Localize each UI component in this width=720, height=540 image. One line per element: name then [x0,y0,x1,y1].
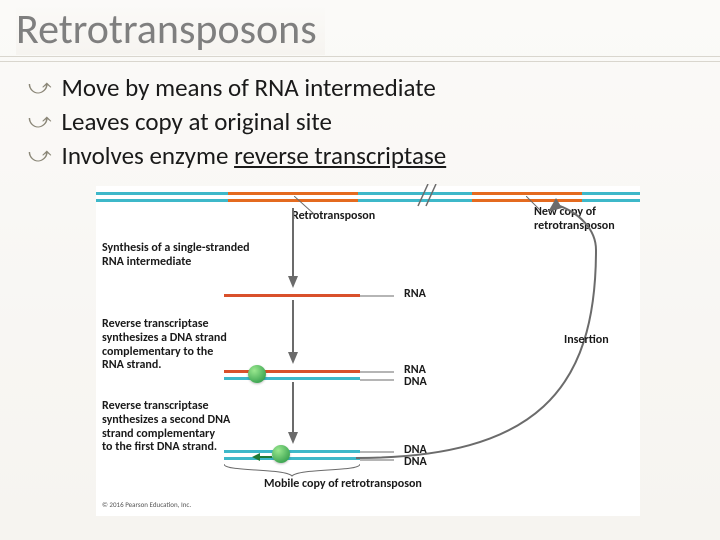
bullet-text: Move by means of RNA intermediate [62,72,436,104]
retrotransposon-segment [228,192,358,202]
bullet-text: Involves enzyme reverse transcriptase [62,140,447,172]
rna-strand [224,294,360,297]
bullet-text-underline: reverse transcriptase [234,140,446,171]
arrow-step2 [286,300,300,364]
label-step2: Reverse transcriptase synthesizes a DNA … [102,318,227,373]
arrow-step3 [286,382,300,444]
enzyme-direction-arrow [252,452,272,462]
dna-of-hybrid [224,377,360,380]
bullet-glyph: ⤻ [28,140,52,171]
label-step1: Synthesis of a single-stranded RNA inter… [102,242,250,270]
decorative-rule-lines [0,56,720,68]
reverse-transcriptase-enzyme [272,445,290,463]
slide-title: Retrotransposons [16,4,325,55]
bullet-glyph: ⤻ [28,72,52,103]
dna-copy-top [224,450,360,453]
bullet-item: ⤻ Involves enzyme reverse transcriptase [28,140,446,172]
retrotransposon-diagram: Retrotransposon New copy of retrotranspo… [96,186,640,516]
arrow-step1 [286,208,300,288]
bullet-glyph: ⤻ [28,106,52,137]
bullet-text-prefix: Involves enzyme [62,140,235,171]
label-mobile-copy: Mobile copy of retrotransposon [264,478,422,492]
bullet-item: ⤻ Move by means of RNA intermediate [28,72,446,104]
label-insertion: Insertion [564,334,609,348]
bullet-text: Leaves copy at original site [62,106,332,138]
mobile-copy-brace [224,464,360,478]
label-step3: Reverse transcriptase synthesizes a seco… [102,400,230,455]
bullet-list: ⤻ Move by means of RNA intermediate ⤻ Le… [28,72,446,174]
dna-copy-bottom [224,457,360,460]
reverse-transcriptase-enzyme [248,365,266,383]
bullet-item: ⤻ Leaves copy at original site [28,106,446,138]
rna-of-hybrid [224,370,360,373]
copyright-text: © 2016 Pearson Education, Inc. [102,500,191,509]
